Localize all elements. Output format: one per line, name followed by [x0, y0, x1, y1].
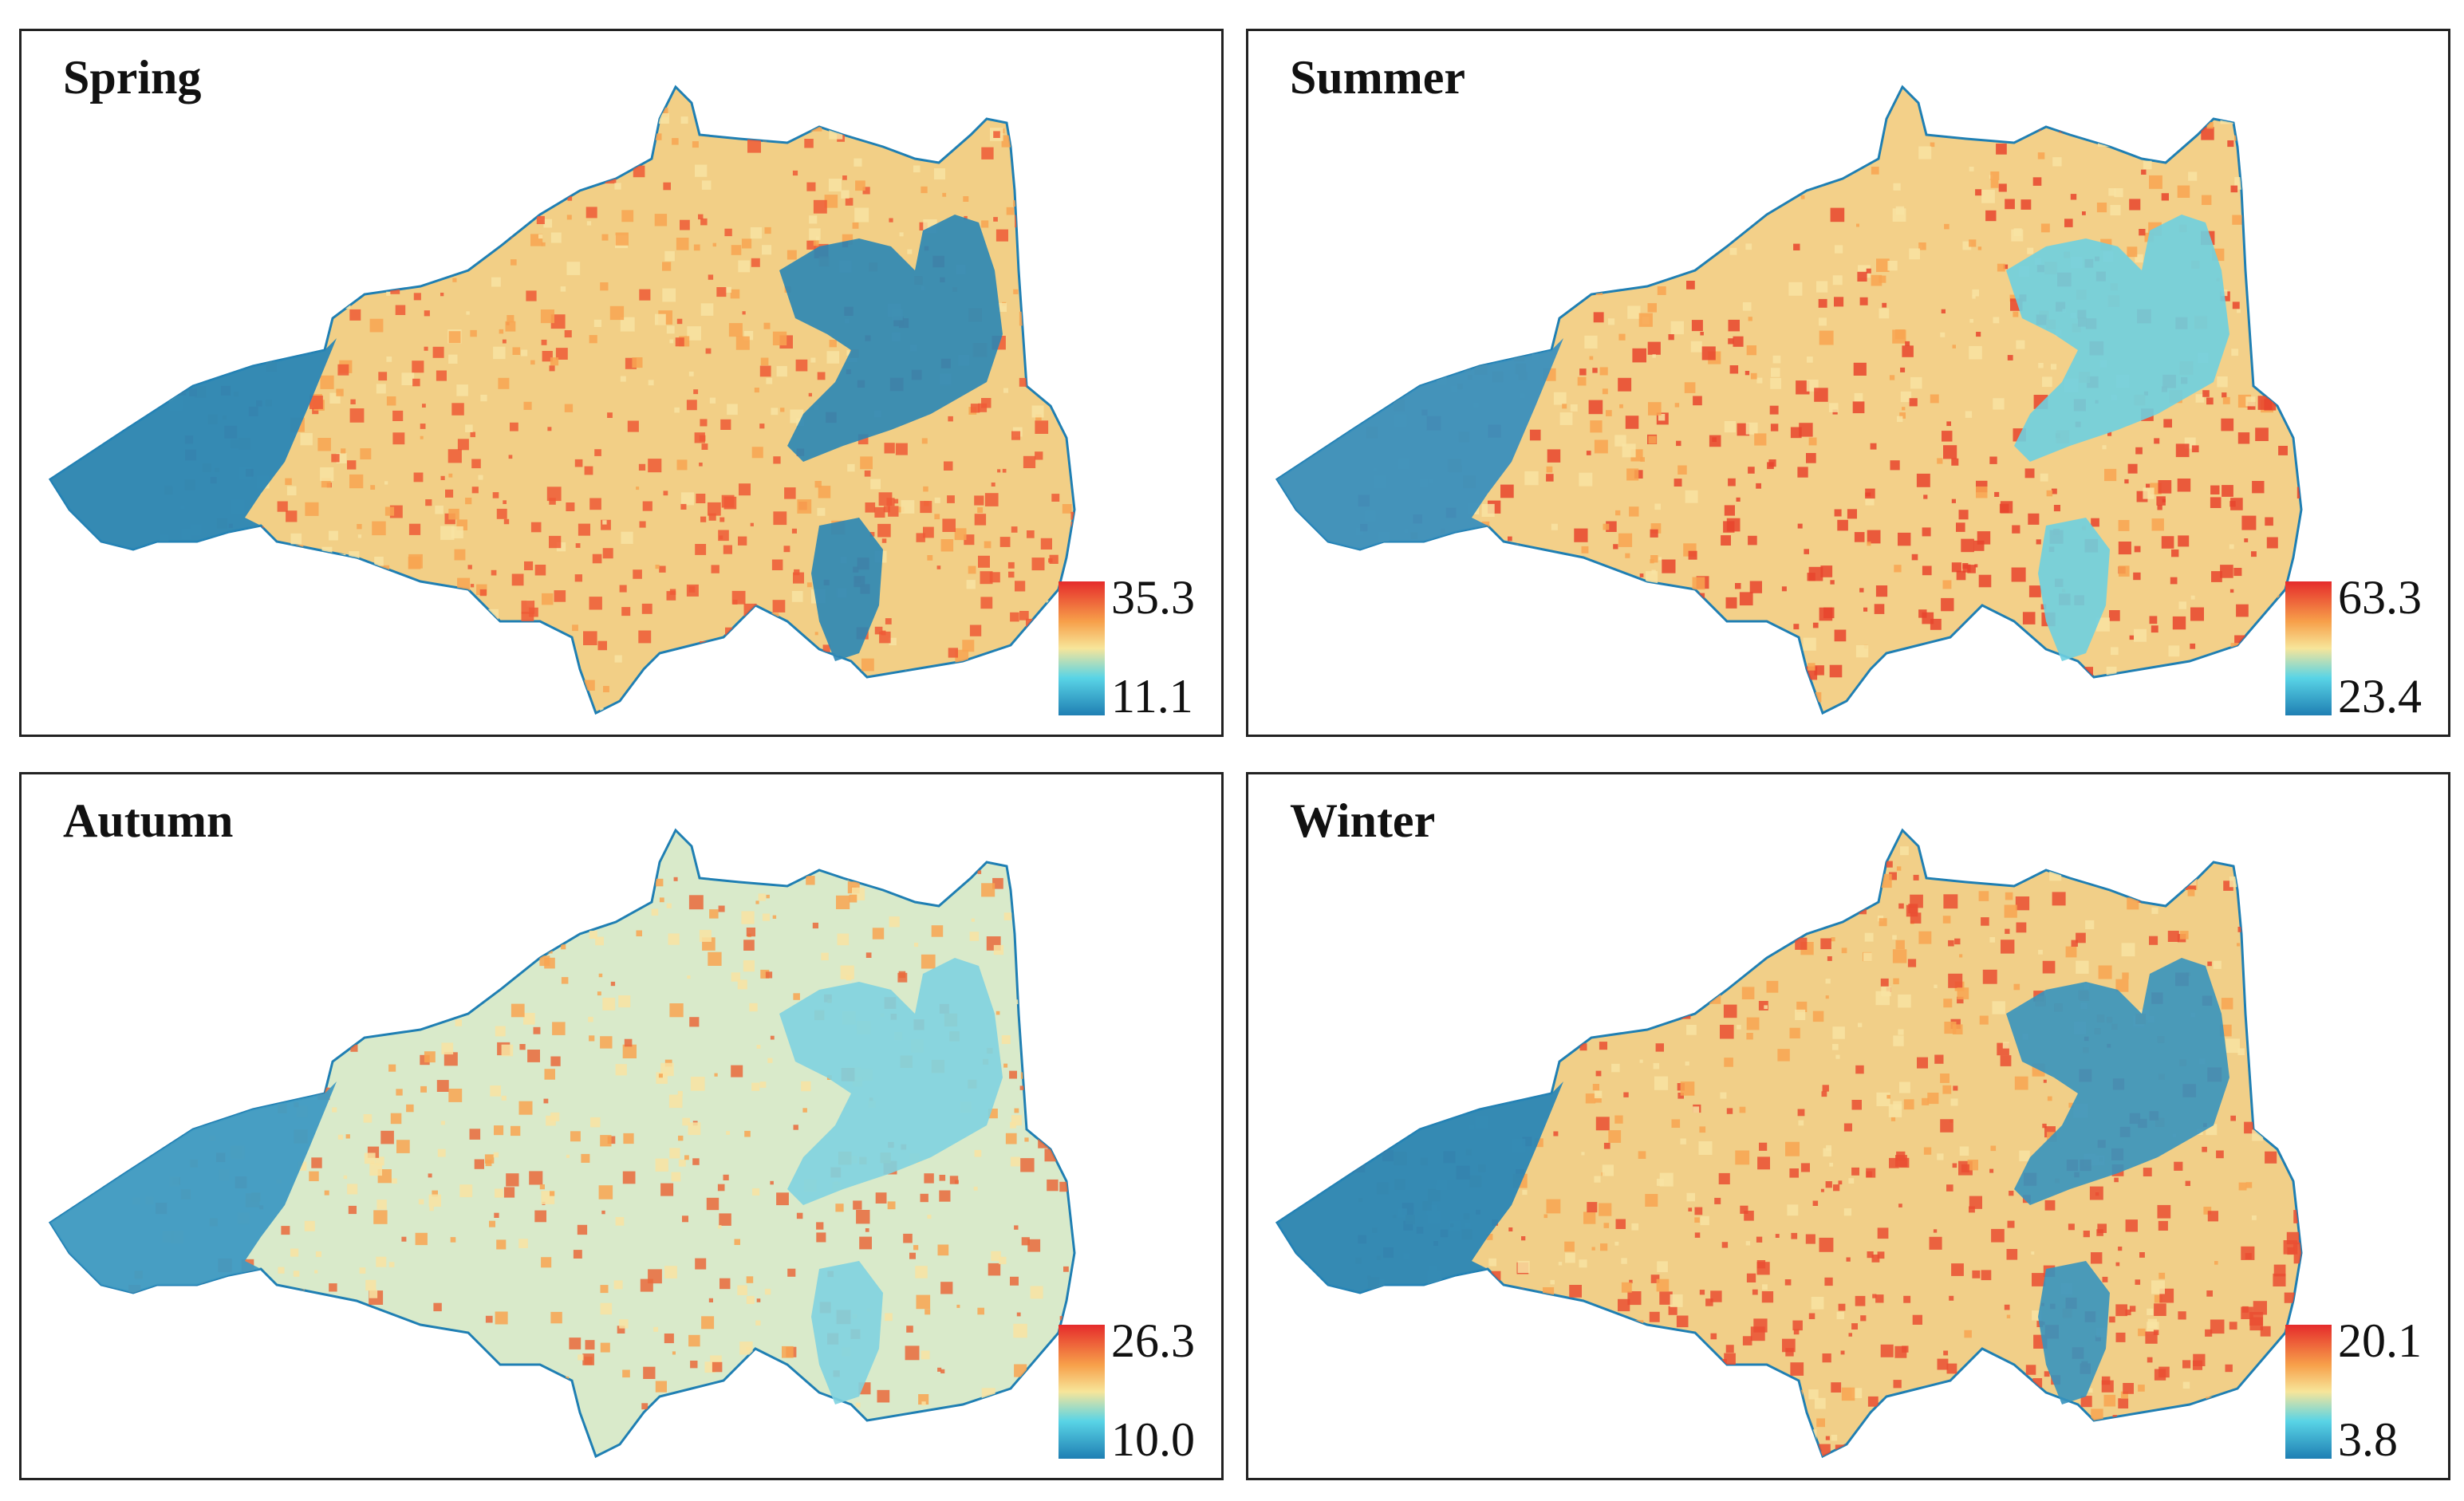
map-panel-autumn: Autumn 26.3 10.0: [19, 772, 1224, 1480]
legend-min-label: 11.1: [1111, 670, 1193, 723]
panel-title: Spring: [63, 51, 202, 104]
map-panel-summer: Summer 63.3 23.4: [1246, 29, 2450, 737]
heat-map: [1275, 828, 2303, 1459]
color-ramp-icon: [2285, 1325, 2332, 1459]
heat-map: [48, 85, 1076, 715]
heat-map: [1275, 85, 2303, 715]
legend-min-label: 10.0: [1111, 1413, 1195, 1466]
legend-min-label: 23.4: [2338, 670, 2422, 723]
map-panel-winter: Winter 20.1 3.8: [1246, 772, 2450, 1480]
panel-title: Summer: [1290, 51, 1465, 104]
legend-max-label: 26.3: [1111, 1314, 1195, 1367]
color-ramp-icon: [1059, 1325, 1105, 1459]
legend-min-label: 3.8: [2338, 1413, 2398, 1466]
legend-max-label: 63.3: [2338, 571, 2422, 624]
panel-title: Autumn: [63, 794, 234, 847]
color-ramp-icon: [2285, 581, 2332, 715]
map-panel-spring: Spring 35.3 11.1: [19, 29, 1224, 737]
panel-title: Winter: [1290, 794, 1436, 847]
color-ramp-icon: [1059, 581, 1105, 715]
heat-map: [48, 828, 1076, 1459]
legend-max-label: 20.1: [2338, 1314, 2422, 1367]
legend-max-label: 35.3: [1111, 571, 1195, 624]
